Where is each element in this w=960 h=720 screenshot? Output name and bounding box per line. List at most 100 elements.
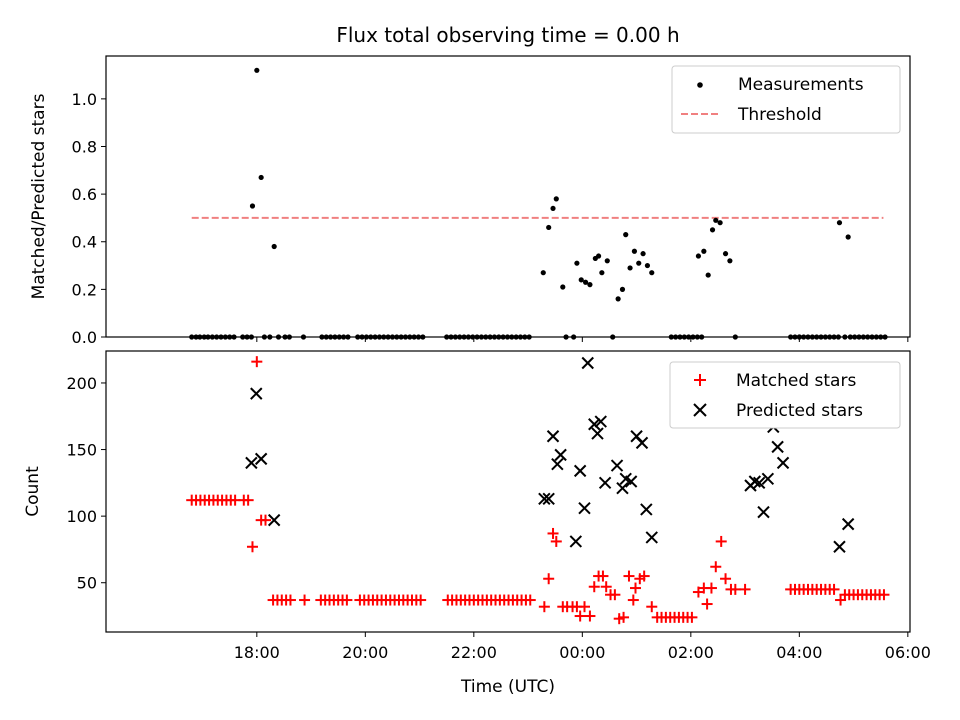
matched-point [284,594,296,606]
x-axis-label: Time (UTC) [460,677,555,697]
measurement-point [722,251,729,257]
predicted-point [554,448,567,462]
bottom-legend-box [669,361,901,429]
x-tick-label: 22:00 [451,643,497,662]
bottom-x-axis: 18:00 20:00 22:00 00:00 02:00 04:00 06:00 [234,632,931,662]
predicted-point [616,481,629,495]
bottom-legend: Matched stars Predicted stars [669,361,901,429]
matched-point [710,561,722,573]
x-tick-label: 20:00 [342,643,388,662]
predicted-point [776,456,790,470]
matched-legend-marker [694,374,706,386]
matched-point [720,573,732,585]
bottom-y-tick-label: 50 [77,574,97,593]
matched-point [259,514,271,526]
measurements-legend-label: Measurements [738,75,864,95]
matched-point [524,594,536,606]
matched-stars-series [186,356,890,625]
predicted-point [551,457,564,471]
top-legend: Measurements Threshold [671,65,901,134]
matched-point [588,581,600,593]
matched-point [578,601,590,613]
measurement-point [717,220,723,226]
measurement-point [727,258,733,264]
matched-point [715,535,727,547]
top-plot-frame [105,55,911,338]
measurement-point [615,296,621,302]
measurement-point [271,243,277,250]
matched-point [828,583,840,595]
measurement-point [695,253,702,259]
matched-point [629,582,641,594]
matched-point [609,589,621,601]
x-tick-label: 06:00 [885,643,931,662]
predicted-point [542,492,555,506]
top-y-axis-label: Matched/Predicted stars [29,93,49,299]
matched-point [341,594,353,606]
measurements-legend-marker [697,82,703,88]
top-y-axis: 0.0 0.2 0.4 0.6 0.8 1.0 [72,90,106,347]
measurement-point [546,224,552,231]
predicted-point [581,356,594,370]
matched-point [878,589,890,601]
predicted-point [573,464,587,478]
top-y-tick-label: 0.2 [72,280,97,299]
measurement-point [836,220,843,226]
matched-point [543,573,555,585]
predicted-point [538,492,551,506]
predicted-point [635,436,649,450]
matched-point [646,601,658,613]
matched-point [251,356,263,368]
matched-point [242,494,254,506]
chart-title: Flux total observing time = 0.00 h [336,23,679,47]
top-y-tick-label: 0.4 [72,233,97,252]
measurement-point [258,174,264,181]
bottom-y-axis-label: Count [23,466,43,517]
predicted-point [578,501,591,515]
measurement-point [623,232,629,238]
measurement-point [595,253,602,259]
bottom-y-tick-label: 150 [66,441,97,460]
predicted-point [748,475,762,488]
measurement-point [587,282,593,288]
measurement-point [560,284,566,290]
predicted-point [546,430,560,443]
matched-point [550,535,562,547]
matched-point [299,594,311,606]
bottom-y-axis: 50 100 150 200 [66,374,106,593]
x-tick-label: 00:00 [559,643,605,662]
bottom-panel: 50 100 150 200 18:00 20:00 22:00 00:00 02:00 04:… [23,350,931,697]
predicted-point [245,456,258,470]
measurement-point [582,279,589,285]
measurement-point [636,260,642,266]
measurement-point [249,203,256,209]
measurement-point [705,272,711,278]
top-y-tick-label: 0.8 [72,137,97,156]
predicted-point [588,418,601,431]
measurement-point [649,270,655,276]
measurement-point [713,217,719,223]
measurement-point [599,270,605,276]
bottom-y-tick-label: 100 [66,507,97,526]
predicted-point [250,387,263,400]
predicted-point [771,440,784,454]
matched-point [584,610,596,622]
measurement-point [550,205,556,212]
measurement-point [540,270,546,276]
top-legend-box [671,65,901,134]
measurement-point [553,196,559,202]
matched-point [538,601,550,613]
predicted-stars-series [245,356,855,553]
predicted-point [624,475,638,488]
predicted-point [610,459,624,472]
predicted-point [833,540,846,553]
x-tick-label: 18:00 [234,643,280,662]
top-y-tick-label: 0.0 [72,328,97,347]
matched-point [627,594,639,606]
predicted-point [594,415,607,428]
top-y-tick-label: 1.0 [72,90,97,109]
matched-point [739,583,751,595]
measurement-point [254,67,260,73]
threshold-legend-label: Threshold [737,105,822,125]
